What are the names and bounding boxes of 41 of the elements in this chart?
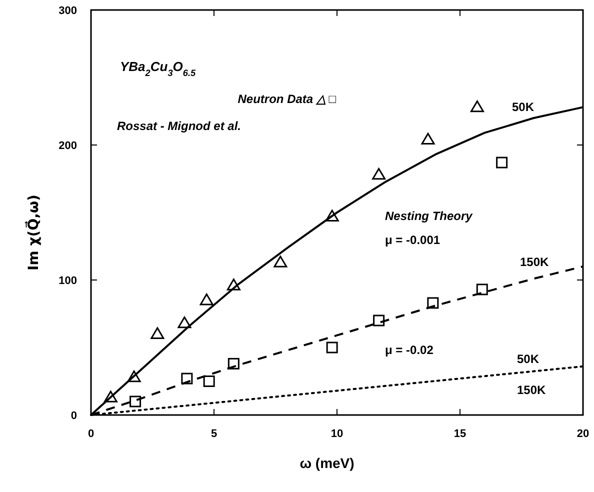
- annotation: Nesting Theory: [385, 209, 474, 223]
- y-axis-title: Im χ(Q⃗,ω): [24, 194, 42, 270]
- point: [150, 327, 164, 339]
- point: [127, 370, 141, 382]
- annotation: Neutron Data △ □: [238, 92, 337, 106]
- point: [200, 294, 214, 306]
- point: [228, 358, 240, 370]
- point: [421, 132, 435, 145]
- annotation: μ = -0.001: [385, 233, 440, 247]
- annotation: 150K: [520, 255, 550, 269]
- y-tick-label: 200: [58, 140, 77, 152]
- annotation: Rossat - Mignod et al.: [117, 119, 242, 133]
- point: [203, 376, 215, 387]
- point: [476, 284, 488, 296]
- point: [226, 278, 240, 290]
- x-tick-label: 0: [88, 428, 94, 440]
- point: [104, 390, 118, 402]
- point: [130, 396, 142, 408]
- point: [372, 168, 386, 180]
- point: [427, 297, 439, 309]
- point: [181, 372, 193, 384]
- y-tick-label: 100: [58, 275, 77, 287]
- annotation: 50K: [517, 352, 540, 366]
- y-tick-label: 300: [58, 5, 77, 17]
- annotation: YBa$_{2}$Cu$_{3}$O$_{6.5}$: [120, 59, 196, 78]
- point: [326, 342, 338, 354]
- x-tick-label: 20: [576, 428, 590, 440]
- point: [470, 100, 484, 112]
- x-tick-label: 5: [210, 428, 218, 440]
- x-tick-label: 15: [454, 428, 466, 440]
- annotation: 150K: [517, 383, 546, 397]
- point: [178, 316, 192, 328]
- annotation: μ = -0.02: [385, 343, 434, 357]
- annotation: 50K: [512, 100, 534, 114]
- point: [373, 314, 385, 326]
- y-tick-label: 0: [70, 410, 77, 422]
- x-axis-title: ω (meV): [300, 455, 354, 471]
- point: [325, 210, 339, 222]
- x-tick-label: 10: [330, 428, 344, 440]
- point: [274, 256, 288, 268]
- point: [496, 156, 508, 168]
